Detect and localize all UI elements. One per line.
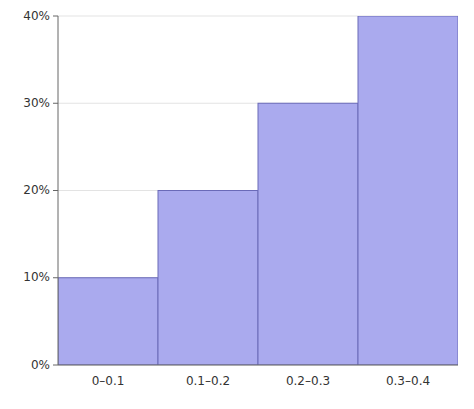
grid-line bbox=[58, 365, 458, 366]
chart-svg: 0% 10% 20% 30% 40% 0–0.1 0.1–0.2 0.2–0.3 0.3–0.4 bbox=[0, 0, 474, 409]
y-tick-label: 0% bbox=[31, 358, 50, 372]
x-axis-line bbox=[58, 365, 458, 366]
axes: 0% 10% 20% 30% 40% 0–0.1 0.1–0.2 0.2–0.3 0.3–0.4 bbox=[23, 9, 458, 389]
bar bbox=[158, 191, 258, 366]
x-tick-label: 0.3–0.4 bbox=[386, 374, 430, 388]
x-tick-label: 0.1–0.2 bbox=[186, 374, 230, 388]
page: {"chart_data": {"type": "bar", "categori… bbox=[0, 0, 474, 409]
y-tick-label: 20% bbox=[23, 183, 50, 197]
y-tick-label: 40% bbox=[23, 9, 50, 23]
y-tick bbox=[53, 103, 58, 104]
y-tick bbox=[53, 365, 58, 366]
y-tick bbox=[53, 190, 58, 191]
y-tick bbox=[53, 277, 58, 278]
bar bbox=[258, 103, 358, 365]
y-tick-label: 30% bbox=[23, 96, 50, 110]
bar bbox=[358, 16, 458, 365]
y-tick-label: 10% bbox=[23, 270, 50, 284]
bar bbox=[58, 278, 158, 365]
chart-container: 0% 10% 20% 30% 40% 0–0.1 0.1–0.2 0.2–0.3 0.3–0.4 bbox=[0, 0, 474, 409]
bars bbox=[58, 16, 458, 365]
y-tick bbox=[53, 16, 58, 17]
x-tick-label: 0.2–0.3 bbox=[286, 374, 330, 388]
grid bbox=[58, 16, 458, 365]
x-tick-label: 0–0.1 bbox=[92, 374, 125, 388]
